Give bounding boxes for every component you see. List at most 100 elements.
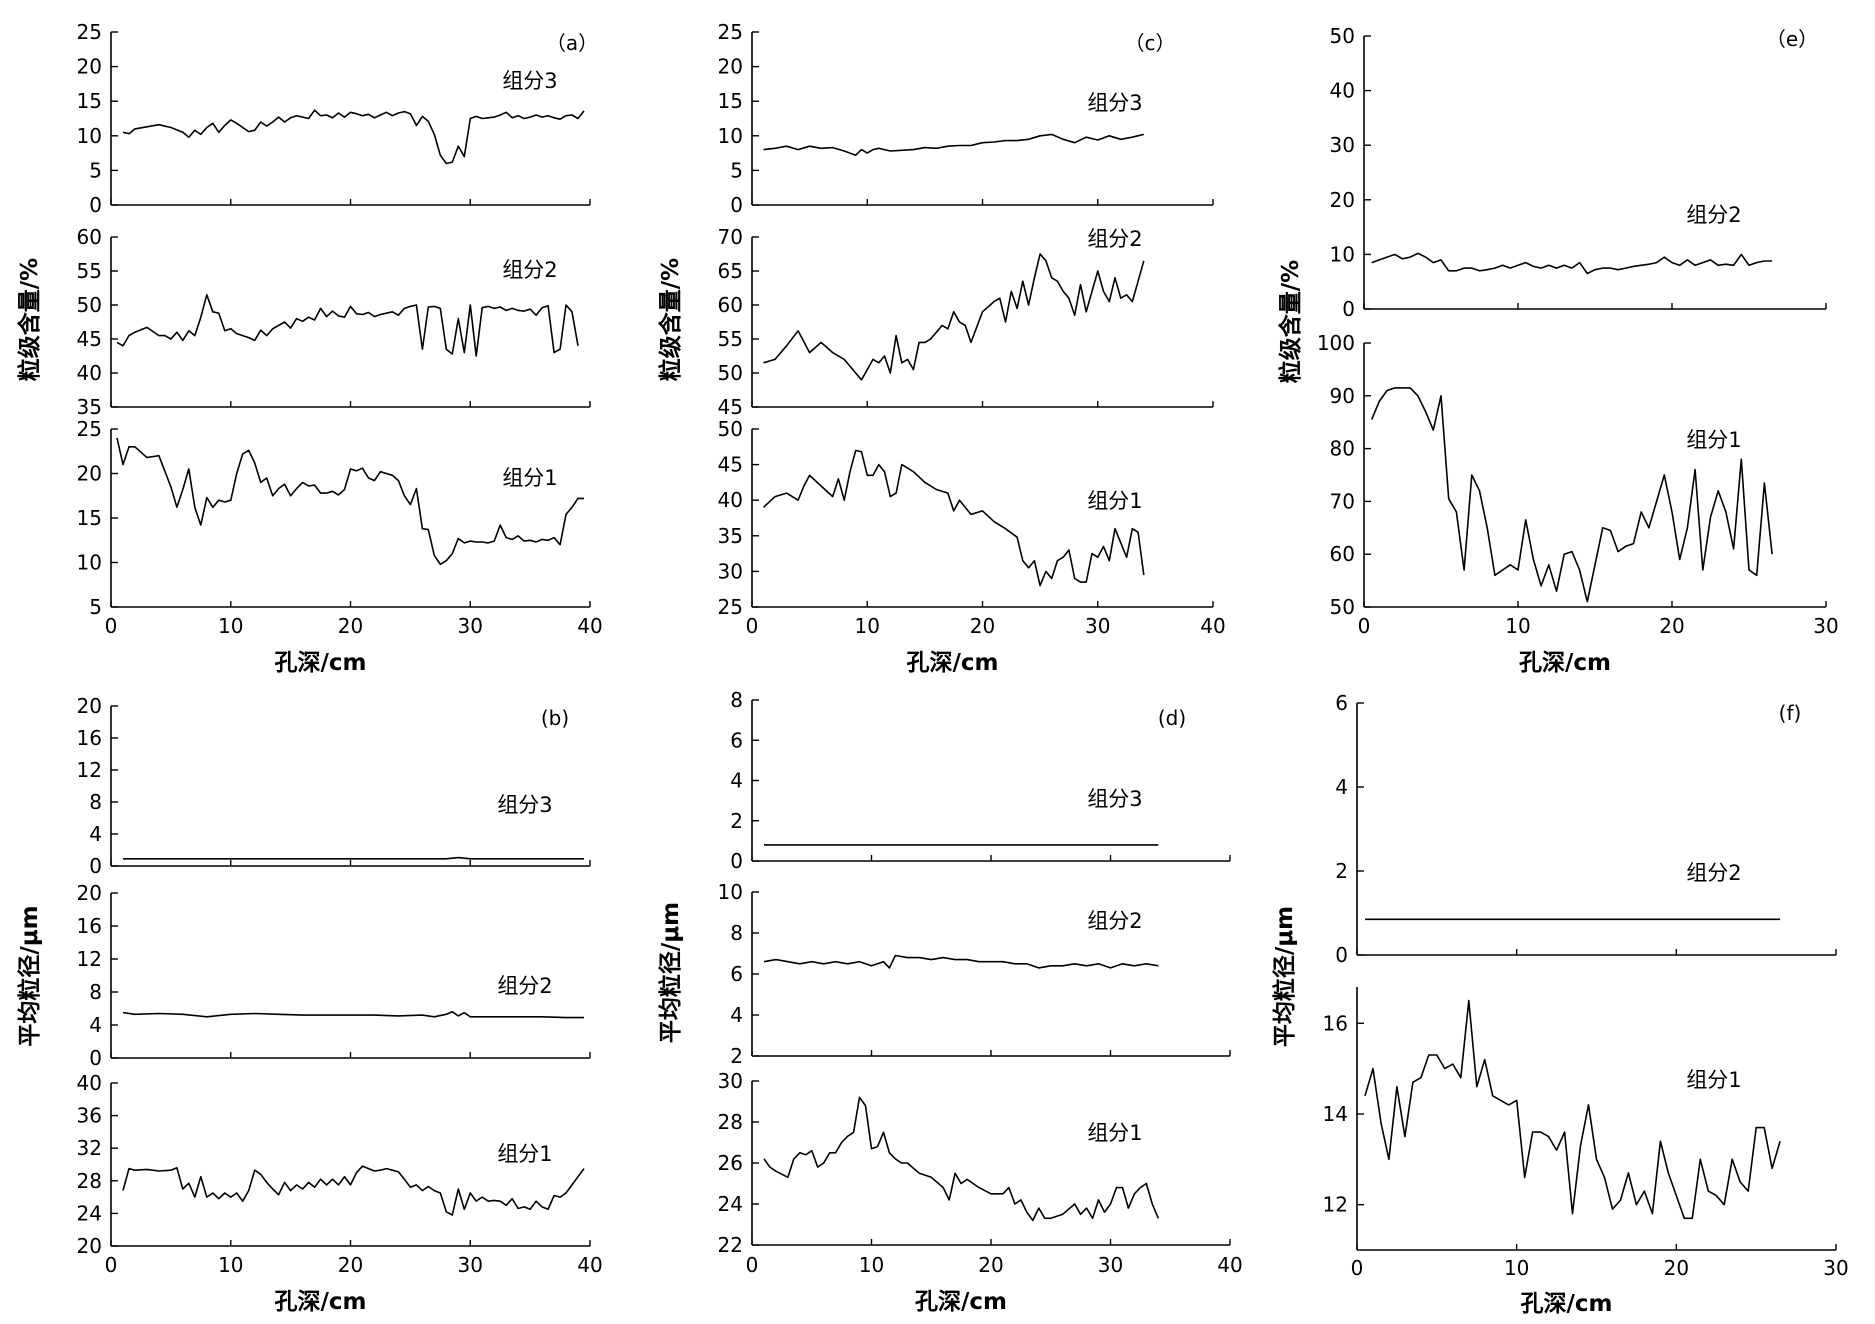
y-tick-label: 8: [730, 688, 743, 712]
y-tick-label: 8: [89, 980, 102, 1004]
series-label: 组分2: [1686, 861, 1741, 885]
y-tick-label: 12: [77, 758, 102, 782]
x-tick-label: 30: [1085, 614, 1110, 638]
panel-label: （a）: [546, 31, 598, 55]
series-label: 组分1: [1087, 1121, 1142, 1145]
y-tick-label: 6: [730, 728, 743, 752]
series-label: 组分1: [1686, 1068, 1741, 1092]
y-tick-label: 45: [718, 453, 743, 477]
y-tick-label: 16: [77, 914, 102, 938]
y-tick-label: 0: [89, 854, 102, 878]
y-tick-label: 0: [730, 193, 743, 217]
y-tick-label: 100: [1317, 331, 1355, 355]
y-tick-label: 12: [1323, 1193, 1348, 1217]
series-label: 组分1: [1686, 428, 1741, 452]
subplot-1: 0 10 20 30 40 50 组分2: [1330, 24, 1827, 321]
y-tick-label: 0: [730, 849, 743, 873]
x-axis-label: 孔深/cm: [275, 650, 367, 676]
y-tick-label: 20: [77, 1234, 102, 1258]
series-line: [122, 1165, 585, 1216]
x-tick-label: 20: [338, 1253, 363, 1277]
y-tick-label: 28: [718, 1110, 743, 1134]
y-tick-label: 0: [1335, 943, 1348, 967]
y-tick-label: 14: [1323, 1102, 1348, 1126]
subplot-3: 5 10 15 20 25 组分1: [77, 417, 591, 619]
x-axis-label: 孔深/cm: [1519, 650, 1611, 676]
y-tick-label: 5: [89, 158, 102, 182]
series-line: [763, 133, 1144, 156]
y-tick-label: 2: [730, 1044, 743, 1068]
series-label: 组分2: [1686, 203, 1741, 227]
y-tick-label: 20: [77, 881, 102, 905]
y-tick-label: 20: [1330, 188, 1355, 212]
subplot-3: 25 30 35 40 45 50 组分1: [718, 417, 1214, 619]
y-tick-label: 35: [77, 395, 102, 419]
subplot-1: 0 2 4 6 8 组分3: [730, 688, 1231, 873]
y-tick-label: 35: [718, 524, 743, 548]
chart-panel-b: 0 4 8 12 16 20 组分3 0 4 8 12 16 20 组分2 20 24 28 32 36 40 组分1 0…: [16, 694, 603, 1315]
y-tick-label: 24: [718, 1192, 743, 1216]
chart-panel-f: 0 2 4 6 组分2 12 14 16 组分1 0 10 20 30 孔深/cm 平均粒径/μm (f): [1271, 691, 1849, 1317]
y-tick-label: 60: [718, 293, 743, 317]
chart-panel-a: 0510152025组分3354045505560组分2510152025组分1…: [16, 20, 603, 676]
x-tick-label: 20: [1664, 1256, 1689, 1280]
panel-label: (f): [1779, 701, 1802, 725]
y-tick-label: 15: [77, 506, 102, 530]
x-tick-label: 0: [105, 614, 118, 638]
y-axis-label: 平均粒径/μm: [1271, 906, 1298, 1047]
y-tick-label: 10: [718, 880, 743, 904]
x-tick-label: 10: [1504, 1256, 1529, 1280]
subplot-1: 0 5 10 15 20 25 组分3: [718, 20, 1214, 217]
x-tick-label: 30: [458, 614, 483, 638]
y-tick-label: 36: [77, 1104, 102, 1128]
y-tick-label: 50: [77, 293, 102, 317]
subplot-2: 50 60 70 80 90 100 组分1: [1317, 331, 1827, 619]
y-tick-label: 40: [77, 361, 102, 385]
x-axis-label: 孔深/cm: [275, 1289, 367, 1315]
panel-label: （c）: [1125, 31, 1176, 55]
series-label: 组分2: [1087, 909, 1142, 933]
y-tick-label: 6: [1335, 691, 1348, 715]
y-axis-label: 平均粒径/μm: [657, 902, 684, 1043]
y-tick-label: 4: [89, 1013, 102, 1037]
series-line: [763, 1096, 1160, 1222]
y-tick-label: 26: [718, 1151, 743, 1175]
subplot-2: 0 4 8 12 16 20 组分2: [77, 881, 591, 1070]
x-tick-label: 10: [218, 1253, 243, 1277]
y-tick-label: 25: [77, 20, 102, 44]
y-tick-label: 0: [89, 193, 102, 217]
y-tick-label: 70: [718, 225, 743, 249]
y-tick-label: 50: [718, 361, 743, 385]
x-tick-label: 30: [1813, 614, 1838, 638]
y-tick-label: 80: [1330, 437, 1355, 461]
y-tick-label: 4: [730, 1003, 743, 1027]
series-line: [123, 856, 584, 860]
y-tick-label: 10: [718, 124, 743, 148]
y-tick-label: 15: [77, 89, 102, 113]
x-axis-label: 孔深/cm: [915, 1289, 1007, 1315]
x-tick-label: 20: [970, 614, 995, 638]
y-tick-label: 90: [1330, 384, 1355, 408]
x-tick-label: 0: [1351, 1256, 1364, 1280]
panel-label: (d): [1158, 706, 1186, 730]
y-tick-label: 8: [89, 790, 102, 814]
x-tick-label: 30: [1823, 1256, 1848, 1280]
series-line: [116, 293, 579, 357]
y-tick-label: 25: [718, 20, 743, 44]
x-tick-label: 10: [859, 1253, 884, 1277]
y-tick-label: 70: [1330, 489, 1355, 513]
x-tick-label: 10: [218, 614, 243, 638]
y-tick-label: 20: [77, 462, 102, 486]
subplot-2: 12 14 16 组分1: [1323, 987, 1837, 1251]
y-tick-label: 5: [730, 158, 743, 182]
y-axis-label: 平均粒径/μm: [16, 905, 43, 1046]
x-tick-label: 40: [577, 1253, 602, 1277]
y-tick-label: 40: [1330, 79, 1355, 103]
y-tick-label: 10: [1330, 242, 1355, 266]
x-tick-label: 0: [105, 1253, 118, 1277]
y-tick-label: 45: [718, 395, 743, 419]
y-tick-label: 60: [1330, 542, 1355, 566]
series-label: 组分3: [502, 69, 557, 93]
